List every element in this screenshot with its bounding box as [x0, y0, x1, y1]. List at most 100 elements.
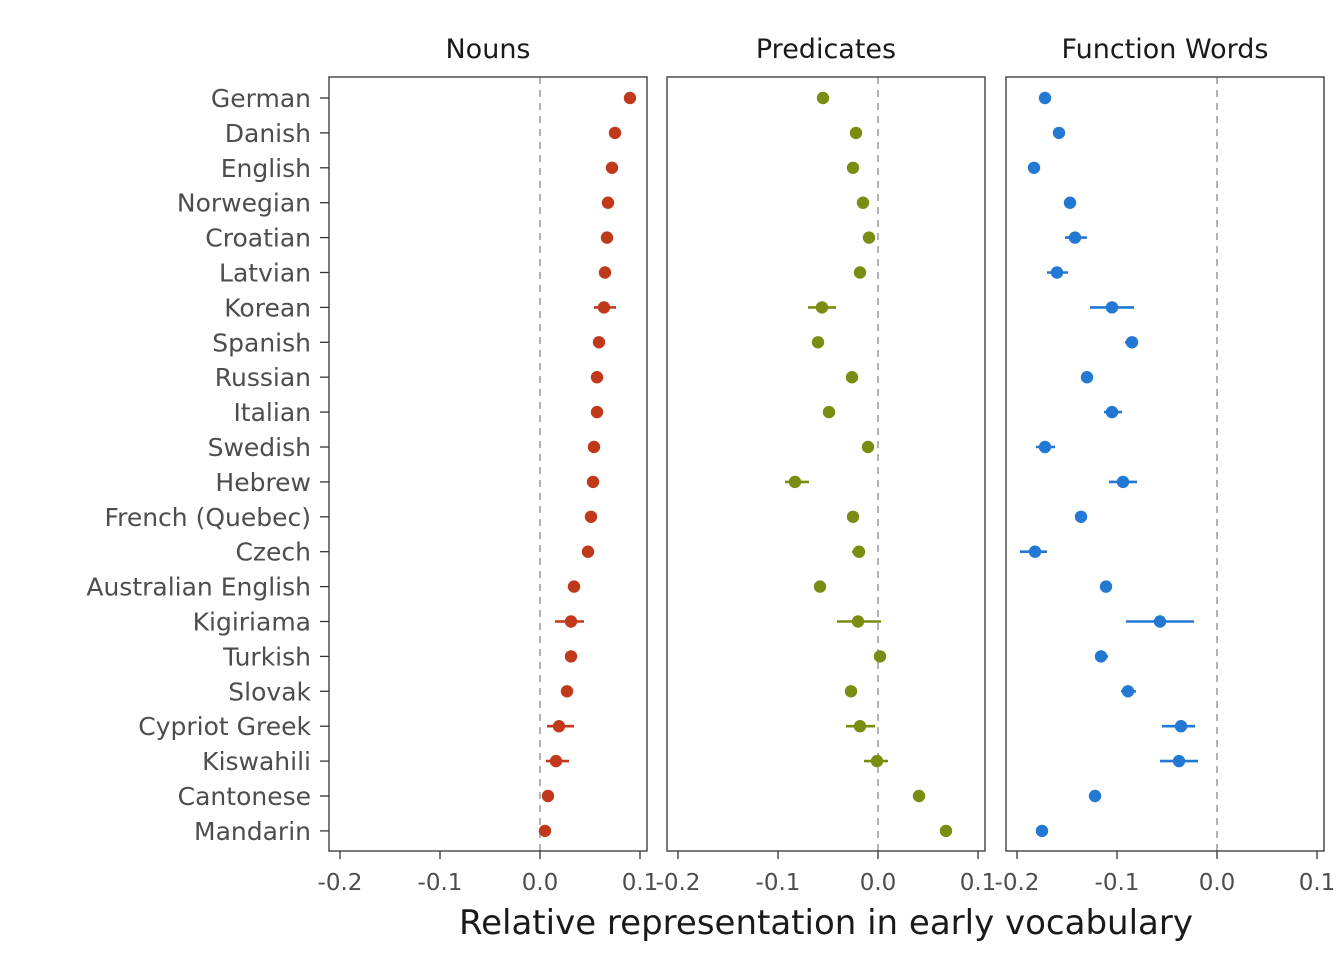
data-point: [1174, 720, 1188, 733]
data-point: [605, 161, 619, 174]
panel-frame: [1005, 76, 1325, 852]
data-point: [1172, 754, 1186, 768]
data-point: [552, 720, 566, 733]
data-point: [584, 510, 598, 523]
data-point: [849, 126, 863, 140]
data-point: [623, 91, 637, 105]
data-point: [600, 231, 614, 244]
x-tick-label: -0.2: [995, 870, 1040, 896]
data-point: [597, 301, 611, 314]
data-point: [815, 301, 829, 314]
data-point: [1038, 440, 1052, 454]
x-tick-label: -0.2: [656, 870, 701, 896]
category-label: Cantonese: [178, 782, 311, 811]
category-label: Norwegian: [177, 189, 311, 218]
x-tick-label: 0.0: [860, 870, 897, 896]
category-label: Danish: [225, 119, 311, 148]
data-point: [1099, 580, 1113, 593]
x-tick-label: -0.2: [318, 870, 363, 896]
data-point: [1105, 301, 1119, 314]
category-label: Czech: [235, 538, 311, 567]
data-point: [862, 231, 876, 244]
data-point: [1116, 475, 1130, 489]
x-tick-label: 0.0: [522, 870, 559, 896]
data-point: [1074, 510, 1088, 523]
data-point: [564, 615, 578, 628]
data-point: [1050, 266, 1064, 279]
data-point: [560, 685, 574, 698]
category-axis: German Danish English Norwegian Croatian Latv…: [86, 84, 329, 846]
x-tick-label: 0.1: [622, 870, 659, 896]
category-label: Swedish: [208, 433, 311, 462]
x-axis-label: Relative representation in early vocabul…: [459, 903, 1193, 943]
data-point: [592, 336, 606, 349]
category-label: Spanish: [212, 328, 311, 357]
data-point: [822, 405, 836, 419]
data-point: [1094, 650, 1108, 663]
data-point: [861, 440, 875, 454]
data-point: [1125, 336, 1139, 349]
panel-function-words: Function Words -0.2 -0.1 0.0 0.1: [995, 34, 1336, 896]
category-label: English: [221, 154, 311, 183]
data-point: [586, 475, 600, 489]
data-point: [939, 824, 953, 838]
panel-frame: [328, 76, 648, 852]
data-point: [1105, 405, 1119, 419]
category-label: Slovak: [228, 677, 311, 706]
category-label: Mandarin: [194, 817, 311, 846]
data-point: [549, 754, 563, 768]
panel-title: Nouns: [445, 34, 530, 65]
data-point: [1028, 545, 1042, 558]
x-tick-label: 0.1: [960, 870, 997, 896]
data-point: [1035, 824, 1049, 838]
data-point: [590, 371, 604, 384]
data-point: [856, 196, 870, 209]
panel-predicates: Predicates -0.2 -0.1 0.0 0.1: [656, 34, 997, 896]
data-point: [844, 685, 858, 698]
data-point: [851, 615, 865, 628]
data-point: [538, 824, 552, 838]
category-label: Kiswahili: [202, 747, 311, 776]
data-point: [587, 440, 601, 454]
data-point: [1063, 196, 1077, 209]
category-label: Turkish: [222, 642, 311, 671]
data-point: [1027, 161, 1041, 174]
data-point: [590, 405, 604, 419]
category-label: Croatian: [205, 224, 311, 253]
data-point: [541, 789, 555, 803]
data-point: [601, 196, 615, 209]
data-point: [852, 545, 866, 558]
category-label: Australian English: [86, 573, 311, 602]
category-label: Russian: [215, 363, 311, 392]
x-tick-label: 0.0: [1199, 870, 1236, 896]
data-point: [845, 371, 859, 384]
panel-nouns: Nouns -0.2 -0.1 0.0 0.1: [318, 34, 659, 896]
x-tick-label: -0.1: [418, 870, 463, 896]
category-label: Kigiriama: [193, 608, 311, 637]
data-point: [846, 161, 860, 174]
data-point: [870, 754, 884, 768]
data-point: [1038, 91, 1052, 105]
data-point: [816, 91, 830, 105]
data-point: [1080, 371, 1094, 384]
data-point: [581, 545, 595, 558]
category-label: Italian: [233, 398, 311, 427]
data-point: [912, 789, 926, 803]
category-label: German: [211, 84, 311, 113]
panel-title: Function Words: [1062, 34, 1269, 65]
x-tick-label: -0.1: [756, 870, 801, 896]
category-label: Latvian: [219, 259, 311, 288]
data-point: [608, 126, 622, 140]
data-point: [853, 266, 867, 279]
x-tick-label: 0.1: [1299, 870, 1336, 896]
data-point: [1121, 685, 1135, 698]
x-tick-label: -0.1: [1095, 870, 1140, 896]
category-label: Hebrew: [215, 468, 311, 497]
panel-title: Predicates: [756, 34, 896, 65]
data-point: [811, 336, 825, 349]
data-point: [788, 475, 802, 489]
data-point: [598, 266, 612, 279]
data-point: [1088, 789, 1102, 803]
chart-panels: Nouns -0.2 -0.1 0.0 0.1 Predicates -0.2 -0.1 0.0…: [318, 34, 1336, 896]
